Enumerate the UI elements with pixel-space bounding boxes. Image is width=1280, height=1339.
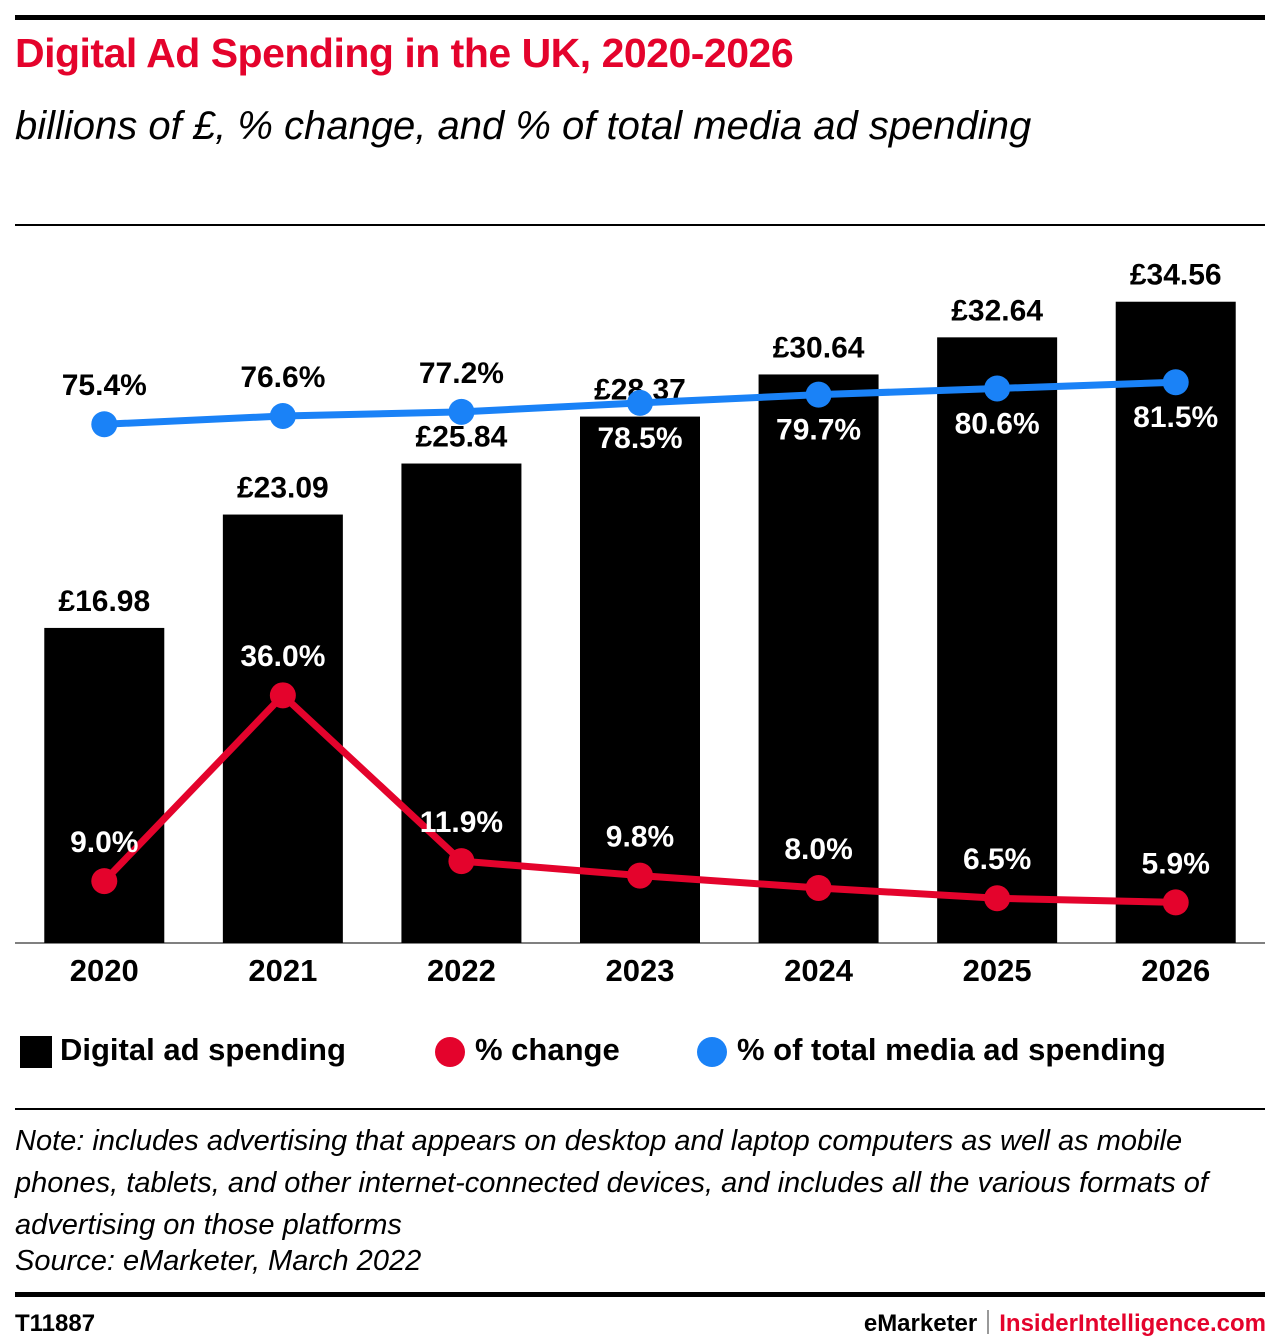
bar-value-label: £32.64 bbox=[951, 294, 1043, 327]
chart-title: Digital Ad Spending in the UK, 2020-2026 bbox=[15, 30, 794, 76]
line-value-label: 36.0% bbox=[240, 640, 325, 673]
x-tick-label: 2025 bbox=[963, 953, 1032, 988]
line-marker bbox=[91, 411, 118, 438]
line-marker bbox=[269, 682, 296, 709]
x-tick-label: 2026 bbox=[1141, 953, 1210, 988]
line-value-label: 77.2% bbox=[419, 357, 504, 390]
line-marker bbox=[448, 398, 475, 425]
source: Source: eMarketer, March 2022 bbox=[15, 1245, 422, 1277]
line-marker bbox=[984, 375, 1011, 402]
chart-subtitle: billions of £, % change, and % of total … bbox=[15, 104, 1032, 148]
header-rule bbox=[15, 224, 1265, 226]
line-value-label: 6.5% bbox=[963, 843, 1031, 876]
line-marker bbox=[269, 402, 296, 429]
bar bbox=[758, 374, 879, 943]
bar-value-label: £25.84 bbox=[416, 420, 508, 453]
line-marker bbox=[91, 868, 118, 895]
legend-swatch bbox=[697, 1037, 727, 1067]
legend-swatch bbox=[435, 1037, 465, 1067]
bar bbox=[580, 416, 700, 944]
brand-name: eMarketer bbox=[863, 1310, 978, 1337]
bar bbox=[222, 514, 343, 943]
bar-value-label: £23.09 bbox=[237, 471, 329, 504]
line-value-label: 80.6% bbox=[955, 407, 1040, 440]
x-tick-label: 2021 bbox=[248, 953, 317, 988]
legend-label: % change bbox=[475, 1032, 620, 1067]
line-marker bbox=[448, 848, 475, 875]
line-value-label: 81.5% bbox=[1133, 401, 1218, 434]
legend-label: Digital ad spending bbox=[60, 1032, 346, 1067]
line-value-label: 76.6% bbox=[240, 361, 325, 394]
line-marker bbox=[627, 389, 653, 416]
line-value-label: 79.7% bbox=[776, 414, 861, 447]
brand: eMarketer InsiderIntelligence.com bbox=[864, 1310, 1266, 1338]
line-marker bbox=[627, 862, 653, 889]
x-tick-label: 2023 bbox=[606, 953, 675, 988]
bar-value-label: £16.98 bbox=[58, 585, 150, 618]
line-marker bbox=[805, 874, 832, 901]
bar bbox=[937, 337, 1058, 943]
line-value-label: 8.0% bbox=[784, 833, 852, 866]
x-tick-label: 2022 bbox=[427, 953, 496, 988]
bar bbox=[44, 627, 165, 943]
note-rule bbox=[15, 1108, 1265, 1110]
separator bbox=[987, 1310, 990, 1334]
line-marker bbox=[1162, 369, 1189, 396]
line-value-label: 9.8% bbox=[606, 820, 674, 853]
chart-id: T11887 bbox=[15, 1310, 96, 1337]
note: Note: includes advertising that appears … bbox=[15, 1125, 1208, 1241]
site: InsiderIntelligence.com bbox=[999, 1310, 1266, 1337]
x-tick-label: 2024 bbox=[784, 953, 854, 988]
line-value-label: 78.5% bbox=[597, 422, 682, 455]
line-marker bbox=[805, 381, 832, 408]
chart: £16.98£23.09£25.84£28.37£30.64£32.64£34.… bbox=[15, 259, 1265, 1068]
bar-value-label: £30.64 bbox=[773, 331, 865, 364]
line-marker bbox=[984, 885, 1011, 912]
bar bbox=[1115, 301, 1236, 944]
line-value-label: 11.9% bbox=[420, 806, 503, 839]
bottom-rule bbox=[15, 1292, 1265, 1297]
line-value-label: 9.0% bbox=[70, 826, 138, 859]
legend-swatch bbox=[20, 1036, 52, 1068]
x-tick-label: 2020 bbox=[70, 953, 139, 988]
top-rule bbox=[15, 15, 1265, 20]
legend-label: % of total media ad spending bbox=[737, 1032, 1166, 1067]
line-marker bbox=[1162, 889, 1189, 916]
line-value-label: 5.9% bbox=[1142, 847, 1210, 880]
bar-value-label: £34.56 bbox=[1130, 259, 1222, 292]
line-value-label: 75.4% bbox=[62, 369, 147, 402]
